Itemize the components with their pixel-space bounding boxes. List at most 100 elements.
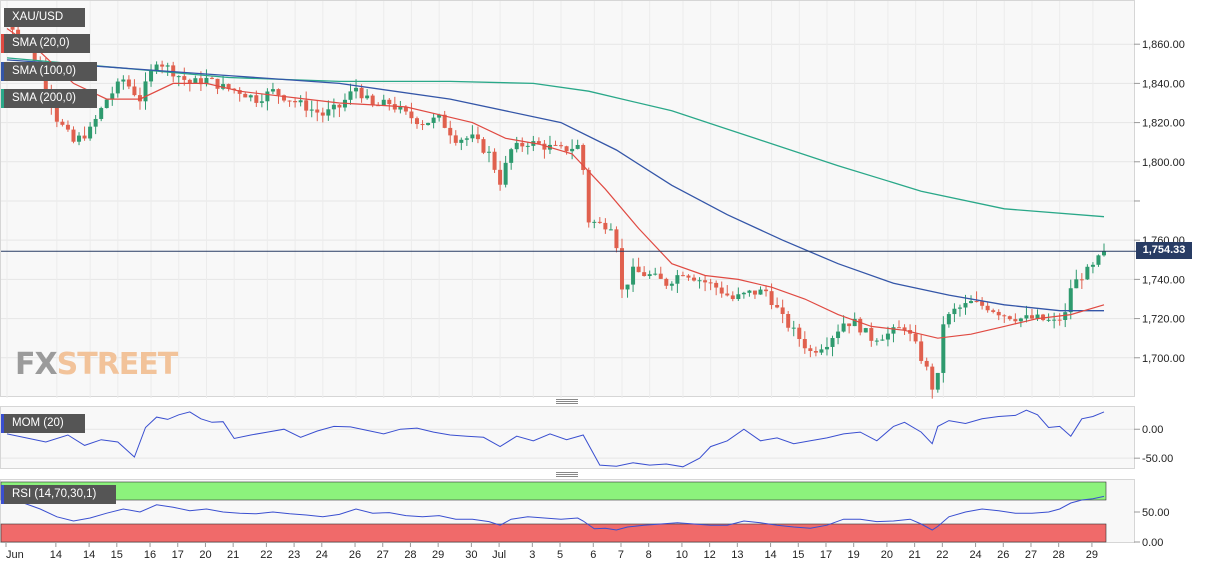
candle-bullish [697, 280, 702, 282]
mom-tick-label: 0.00 [1142, 424, 1163, 436]
last-price-tag: 1,754.33 [1136, 242, 1192, 259]
x-tick-label: 14 [764, 549, 776, 561]
x-tick-label: 10 [676, 549, 688, 561]
candle-bullish [957, 307, 962, 309]
candle-bullish [1018, 318, 1023, 322]
candle-bearish [71, 129, 76, 142]
candle-bearish [686, 275, 691, 278]
candle-bearish [1079, 279, 1084, 281]
candle-bullish [459, 139, 464, 143]
sma20-legend[interactable]: SMA (20,0) [1, 34, 90, 53]
candle-bullish [381, 99, 386, 106]
candle-bearish [65, 124, 70, 130]
x-tick-label: 14 [83, 549, 95, 561]
x-tick-label: 5 [557, 549, 563, 561]
candle-bullish [1085, 266, 1090, 280]
candle-bullish [863, 328, 868, 333]
sma200-legend[interactable]: SMA (200,0) [1, 89, 97, 108]
candle-bearish [542, 143, 547, 150]
candle-bearish [520, 142, 525, 147]
candle-bearish [237, 90, 242, 94]
candle-bullish [592, 221, 597, 223]
candle-bearish [1029, 315, 1034, 319]
candle-bearish [985, 305, 990, 311]
candle-bullish [426, 122, 431, 126]
sma100-legend[interactable]: SMA (100,0) [1, 62, 97, 81]
candle-bullish [1046, 319, 1051, 321]
x-tick-label: Jul [492, 549, 506, 561]
candle-bullish [104, 99, 109, 109]
momentum-chart[interactable]: 0.00 -50.00 [1, 407, 1206, 470]
candle-bearish [359, 87, 364, 99]
candle-bullish [121, 79, 126, 82]
candle-bearish [209, 77, 214, 79]
x-tick-label: 26 [997, 549, 1009, 561]
x-tick-label: 22 [260, 549, 272, 561]
candle-bearish [597, 221, 602, 223]
candle-bearish [32, 47, 37, 62]
candle-bearish [1002, 315, 1007, 317]
candle-bearish [60, 121, 65, 125]
pane-resize-handle[interactable] [556, 472, 578, 477]
rsi-oversold-zone [0, 523, 1107, 543]
candle-bearish [692, 277, 697, 281]
candle-bullish [941, 324, 946, 373]
symbol-legend[interactable]: XAU/USD [1, 8, 85, 27]
momentum-pane[interactable]: 0.00 -50.00 MOM (20) [0, 406, 1173, 469]
candle-bullish [204, 77, 209, 85]
candle-bearish [930, 366, 935, 390]
candle-bearish [680, 275, 685, 277]
price-tick-label: 1,700.00 [1142, 353, 1185, 365]
x-tick-label: 20 [199, 549, 211, 561]
candle-bullish [77, 135, 82, 142]
candle-bearish [82, 135, 87, 139]
x-tick-label: 28 [404, 549, 416, 561]
rsi-legend[interactable]: RSI (14,70,30,1) [1, 485, 116, 504]
candle-bearish [420, 124, 425, 126]
candle-bearish [160, 64, 165, 67]
mom-line [6, 409, 1105, 468]
candle-bullish [741, 292, 746, 295]
candle-bullish [1024, 315, 1029, 319]
candle-bullish [1096, 255, 1101, 265]
price-chart[interactable]: 1,700.001,720.001,740.001,760.001,800.00… [1, 1, 1206, 399]
candle-bearish [254, 95, 259, 103]
candle-bearish [897, 327, 902, 329]
candle-bearish [664, 278, 669, 286]
rsi-chart[interactable]: 50.00 0.00 [0, 480, 1206, 549]
candle-bearish [708, 282, 713, 284]
candle-bearish [414, 118, 419, 125]
candle-bearish [453, 135, 458, 143]
candle-bullish [736, 294, 741, 300]
candle-bullish [88, 126, 93, 139]
mom-legend[interactable]: MOM (20) [1, 414, 85, 433]
rsi-line [6, 490, 1105, 531]
candle-bullish [824, 346, 829, 350]
candle-bullish [398, 106, 403, 110]
candle-bearish [869, 328, 874, 341]
candle-bearish [293, 100, 298, 103]
candle-bullish [791, 327, 796, 329]
candle-bullish [880, 339, 885, 341]
candle-bullish [891, 327, 896, 334]
candle-bearish [492, 151, 497, 170]
candle-bearish [282, 95, 287, 101]
price-pane[interactable]: 1,700.001,720.001,740.001,760.001,800.00… [0, 0, 1185, 399]
candle-bullish [248, 95, 253, 98]
candle-bullish [1035, 314, 1040, 319]
candle-bullish [193, 78, 198, 84]
x-tick-label: 15 [111, 549, 123, 561]
candle-bullish [841, 323, 846, 332]
price-tick-label: 1,720.00 [1142, 314, 1185, 326]
sma200-line [6, 57, 1105, 218]
rsi-pane[interactable]: 50.00 0.00 RSI (14,70,30,1) [0, 479, 1170, 549]
candle-bearish [182, 76, 187, 80]
candle-bearish [1057, 319, 1062, 321]
candle-bearish [132, 86, 137, 96]
x-tick-label: 23 [288, 549, 300, 561]
candle-bullish [154, 64, 159, 71]
pane-resize-handle[interactable] [556, 399, 578, 404]
rsi-overbought-zone [0, 481, 1107, 501]
candle-bullish [348, 91, 353, 100]
candle-bullish [331, 104, 336, 110]
